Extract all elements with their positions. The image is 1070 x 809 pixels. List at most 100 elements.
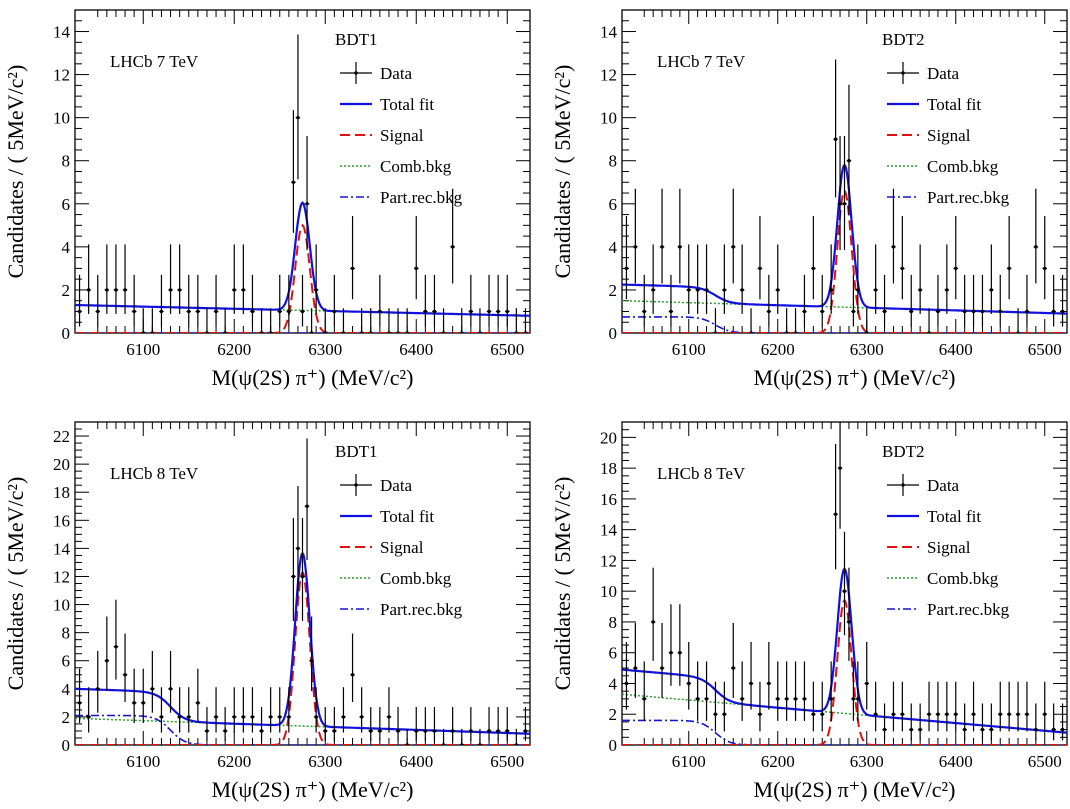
y-tick-label: 10	[600, 582, 617, 601]
category-label: BDT1	[335, 442, 378, 461]
x-axis-label: M(ψ(2S) π⁺) (MeV/c²)	[754, 777, 956, 802]
data-point	[196, 309, 200, 314]
x-tick-label: 6300	[308, 752, 342, 771]
data-point	[642, 697, 646, 701]
data-point	[1060, 727, 1065, 732]
x-tick-label: 6200	[217, 340, 251, 359]
data-point	[487, 729, 491, 733]
data-point	[842, 589, 847, 593]
x-tick-label: 6100	[672, 752, 706, 771]
data-point	[250, 309, 255, 314]
data-point	[478, 743, 482, 745]
data-point	[309, 331, 314, 333]
data-point	[177, 715, 182, 719]
data-point	[1025, 309, 1029, 314]
data-point	[842, 202, 847, 206]
data-point	[998, 712, 1002, 716]
data-point	[369, 331, 373, 333]
data-point	[998, 309, 1002, 314]
data-point	[927, 712, 931, 716]
y-tick-label: 8	[609, 613, 618, 632]
y-tick-label: 8	[609, 152, 618, 171]
legend-data-marker	[354, 483, 358, 487]
data-point	[314, 715, 318, 719]
data-point	[962, 309, 967, 314]
data-point	[387, 331, 391, 333]
y-tick-label: 0	[609, 736, 618, 755]
data-point	[250, 715, 255, 719]
data-point	[405, 743, 409, 745]
data-point	[900, 712, 905, 716]
data-point	[132, 309, 136, 314]
data-point	[323, 729, 327, 733]
data-point	[651, 620, 655, 624]
data-point	[487, 309, 491, 314]
y-tick-label: 12	[600, 66, 617, 85]
data-point	[414, 729, 418, 733]
x-tick-label: 6500	[490, 340, 524, 359]
data-point	[713, 712, 718, 716]
data-point	[1007, 712, 1011, 716]
y-tick-label: 14	[600, 23, 618, 42]
y-tick-label: 22	[53, 427, 70, 446]
data-point	[891, 245, 896, 249]
data-point	[296, 546, 300, 551]
data-point	[341, 715, 346, 719]
panel-3: 6100 6200 6300 6400 6500 0 2 4 6 8 10 12 14 16 18 20 22 M…	[3, 421, 531, 802]
data-point	[423, 729, 428, 733]
data-point	[833, 512, 838, 516]
data-point	[1051, 309, 1056, 314]
data-point	[460, 331, 464, 333]
data-point	[865, 331, 869, 333]
x-tick-label: 6300	[850, 752, 884, 771]
data-point	[1051, 727, 1056, 732]
data-point	[1016, 712, 1020, 716]
data-point	[441, 743, 446, 745]
data-point	[105, 659, 109, 663]
data-point	[731, 666, 735, 670]
data-point	[954, 712, 958, 716]
experiment-label: LHCb 7 TeV	[657, 52, 746, 71]
data-point	[660, 245, 664, 249]
x-axis-label: M(ψ(2S) π⁺) (MeV/c²)	[212, 777, 414, 802]
data-point	[159, 309, 164, 314]
data-point	[776, 697, 780, 701]
y-tick-label: 14	[53, 539, 71, 558]
data-point	[909, 727, 913, 732]
legend-entry: Part.rec.bkg	[927, 600, 1010, 619]
data-point	[259, 729, 264, 733]
legend-entry: Data	[927, 476, 960, 495]
data-point	[1034, 727, 1038, 732]
data-point	[291, 574, 296, 579]
legend-entry: Comb.bkg	[380, 157, 452, 176]
data-point	[405, 331, 409, 333]
data-point	[980, 727, 985, 732]
data-point	[971, 309, 976, 314]
data-point	[423, 309, 428, 314]
data-point	[660, 666, 664, 670]
data-point	[478, 331, 482, 333]
data-point	[168, 288, 173, 292]
legend-entry: Signal	[927, 126, 971, 145]
category-label: BDT2	[882, 442, 925, 461]
data-point	[359, 715, 364, 719]
data-point	[523, 729, 528, 733]
data-point	[378, 309, 382, 314]
data-point	[168, 687, 173, 691]
data-point	[776, 288, 780, 292]
data-point	[882, 727, 887, 732]
y-tick-label: 8	[62, 624, 71, 643]
data-point	[387, 715, 391, 719]
y-tick-label: 20	[600, 428, 617, 447]
legend: Data Total fit Signal Comb.bkg Part.rec.bkg	[887, 62, 1010, 207]
data-point	[838, 202, 842, 206]
legend-entry: Signal	[380, 538, 424, 557]
data-point	[847, 159, 851, 163]
data-point	[669, 651, 673, 655]
data-point	[396, 331, 400, 333]
data-point	[159, 715, 164, 719]
data-point	[287, 715, 291, 719]
data-points	[624, 422, 1065, 741]
data-point	[150, 331, 155, 333]
